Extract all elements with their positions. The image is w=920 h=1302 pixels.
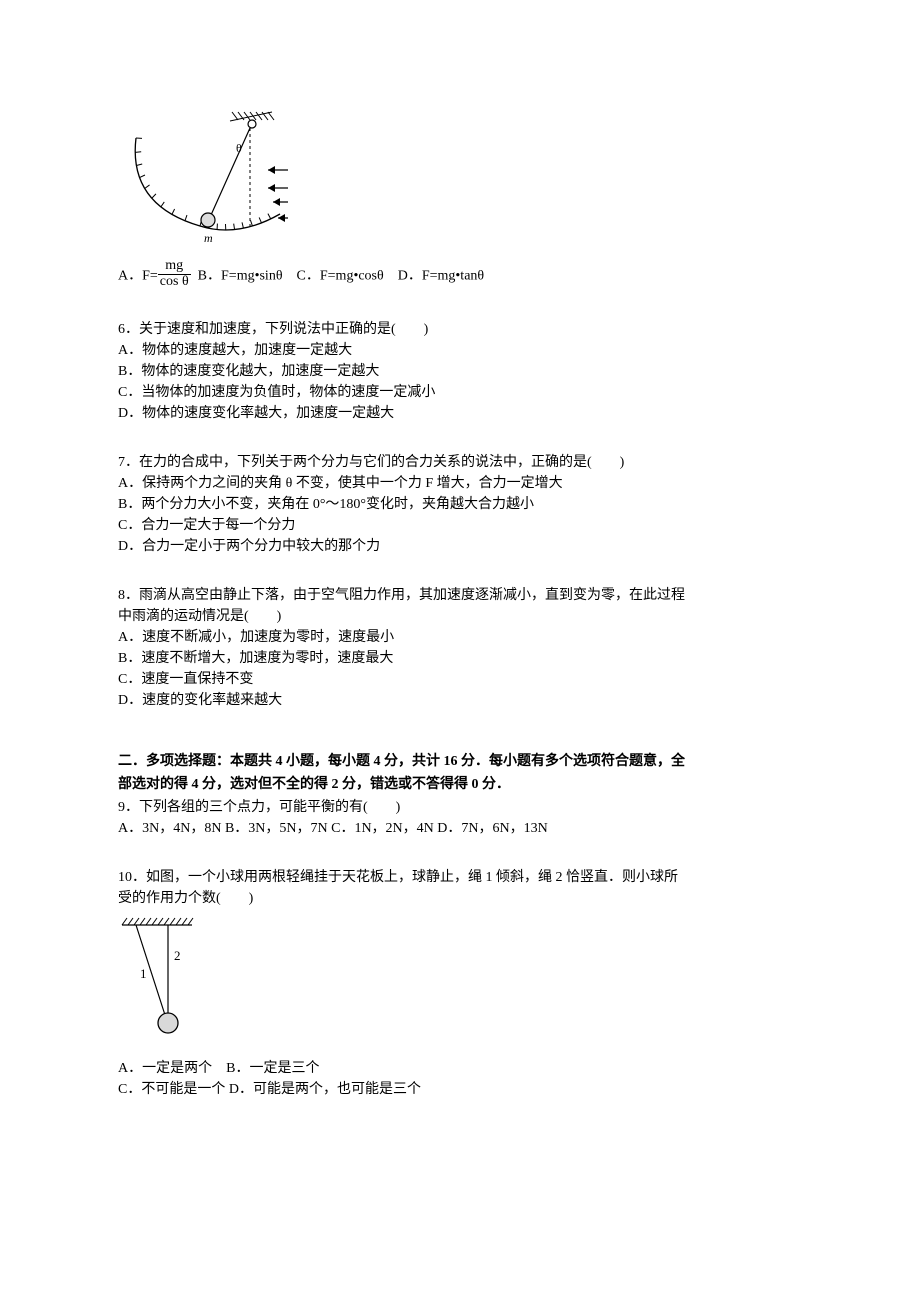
q10-stem-l1: 10．如图，一个小球用两根轻绳挂于天花板上，球静止，绳 1 倾斜，绳 2 恰竖直… [118, 867, 800, 888]
q6-opt-a: A．物体的速度越大，加速度一定越大 [118, 340, 800, 361]
q8-opt-c: C．速度一直保持不变 [118, 669, 800, 690]
question-5: θm风 A．F=mgcos θ B．F=mg•sinθ C．F=mg•cosθ … [118, 110, 800, 291]
section-2-line2: 部选对的得 4 分，选对但不全的得 2 分，错选或不答得得 0 分． [118, 774, 800, 795]
question-7: 7．在力的合成中，下列关于两个分力与它们的合力关系的说法中，正确的是( ) A．… [118, 452, 800, 557]
q8-opt-b: B．速度不断增大，加速度为零时，速度最大 [118, 648, 800, 669]
q10-opt-row1: A．一定是两个 B．一定是三个 [118, 1058, 800, 1079]
q10-stem-l2: 受的作用力个数( ) [118, 888, 800, 909]
q5-opt-a-prefix: A．F= [118, 268, 158, 283]
q5-options: A．F=mgcos θ B．F=mg•sinθ C．F=mg•cosθ D．F=… [118, 261, 800, 291]
q10-opt-row2: C．不可能是一个 D．可能是两个，也可能是三个 [118, 1079, 800, 1100]
q8-opt-d: D．速度的变化率越来越大 [118, 690, 800, 711]
q6-opt-c: C．当物体的加速度为负值时，物体的速度一定减小 [118, 382, 800, 403]
q7-opt-d: D．合力一定小于两个分力中较大的那个力 [118, 536, 800, 557]
q7-opt-c: C．合力一定大于每一个分力 [118, 515, 800, 536]
section-2-header: 二．多项选择题：本题共 4 小题，每小题 4 分，共计 16 分．每小题有多个选… [118, 751, 800, 795]
section-2-line1: 二．多项选择题：本题共 4 小题，每小题 4 分，共计 16 分．每小题有多个选… [118, 751, 800, 772]
q5-fraction: mgcos θ [158, 259, 191, 289]
page: θm风 A．F=mgcos θ B．F=mg•sinθ C．F=mg•cosθ … [0, 0, 920, 1302]
question-10: 10．如图，一个小球用两根轻绳挂于天花板上，球静止，绳 1 倾斜，绳 2 恰竖直… [118, 867, 800, 1100]
q7-opt-a: A．保持两个力之间的夹角 θ 不变，使其中一个力 F 增大，合力一定增大 [118, 473, 800, 494]
svg-text:θ: θ [236, 141, 242, 155]
q6-opt-b: B．物体的速度变化越大，加速度一定越大 [118, 361, 800, 382]
q6-opt-d: D．物体的速度变化率越大，加速度一定越大 [118, 403, 800, 424]
q10-figure: 12 [118, 915, 800, 1052]
q5-figure: θm风 [118, 110, 800, 257]
question-6: 6．关于速度和加速度，下列说法中正确的是( ) A．物体的速度越大，加速度一定越… [118, 319, 800, 424]
svg-text:m: m [204, 231, 213, 245]
q5-opt-c: C．F=mg•cosθ [297, 268, 384, 283]
svg-text:1: 1 [140, 966, 147, 981]
q8-opt-a: A．速度不断减小，加速度为零时，速度最小 [118, 627, 800, 648]
svg-text:2: 2 [174, 948, 181, 963]
question-9: 9．下列各组的三个点力，可能平衡的有( ) A．3N，4N，8N B．3N，5N… [118, 797, 800, 839]
q5-frac-den: cos θ [158, 275, 191, 290]
question-8: 8．雨滴从高空由静止下落，由于空气阻力作用，其加速度逐渐减小，直到变为零，在此过… [118, 585, 800, 711]
q7-stem: 7．在力的合成中，下列关于两个分力与它们的合力关系的说法中，正确的是( ) [118, 452, 800, 473]
q7-opt-b: B．两个分力大小不变，夹角在 0°～180°变化时，夹角越大合力越小 [118, 494, 800, 515]
pendulum-wind-diagram: θm风 [118, 110, 288, 250]
q9-options: A．3N，4N，8N B．3N，5N，7N C．1N，2N，4N D．7N，6N… [118, 818, 800, 839]
q5-opt-d: D．F=mg•tanθ [398, 268, 484, 283]
q5-frac-num: mg [158, 259, 191, 275]
two-string-ball-diagram: 12 [118, 915, 198, 1045]
q5-opt-b: B．F=mg•sinθ [198, 268, 283, 283]
q6-stem: 6．关于速度和加速度，下列说法中正确的是( ) [118, 319, 800, 340]
q8-stem-l2: 中雨滴的运动情况是( ) [118, 606, 800, 627]
q8-stem-l1: 8．雨滴从高空由静止下落，由于空气阻力作用，其加速度逐渐减小，直到变为零，在此过… [118, 585, 800, 606]
q9-stem: 9．下列各组的三个点力，可能平衡的有( ) [118, 797, 800, 818]
